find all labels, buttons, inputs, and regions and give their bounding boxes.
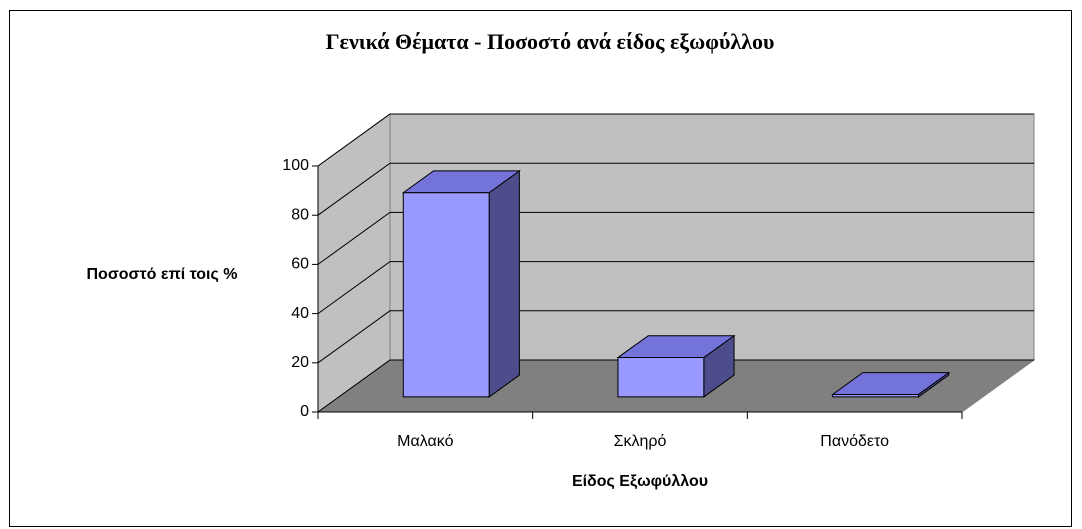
grid-line [317, 261, 1034, 315]
y-tick-label: 0 [300, 403, 309, 420]
bar [402, 192, 490, 398]
x-tick-label: Πανόδετο [820, 433, 889, 450]
grid-line [317, 310, 1034, 364]
bar [617, 357, 705, 398]
y-tick-label: 40 [291, 305, 309, 322]
grid-line [317, 113, 1034, 167]
bar [832, 393, 919, 398]
grid-line [317, 359, 1034, 413]
y-tick-label: 100 [282, 157, 309, 174]
y-tick-label: 80 [291, 206, 309, 223]
y-axis-title: Ποσοστό επί τοις % [86, 266, 238, 283]
x-tick-label: Σκληρό [614, 433, 667, 450]
grid-line [317, 162, 1034, 216]
y-tick-label: 60 [291, 256, 309, 273]
y-tick-label: 20 [291, 354, 309, 371]
bar-side [488, 169, 520, 398]
grid-line [317, 211, 1034, 265]
x-tick-label: Μαλακό [397, 433, 453, 450]
chart-title: Γενικά Θέματα - Ποσοστό ανά είδος εξωφύλ… [326, 29, 775, 54]
x-axis-title: Είδος Εξωφύλλου [572, 473, 708, 490]
